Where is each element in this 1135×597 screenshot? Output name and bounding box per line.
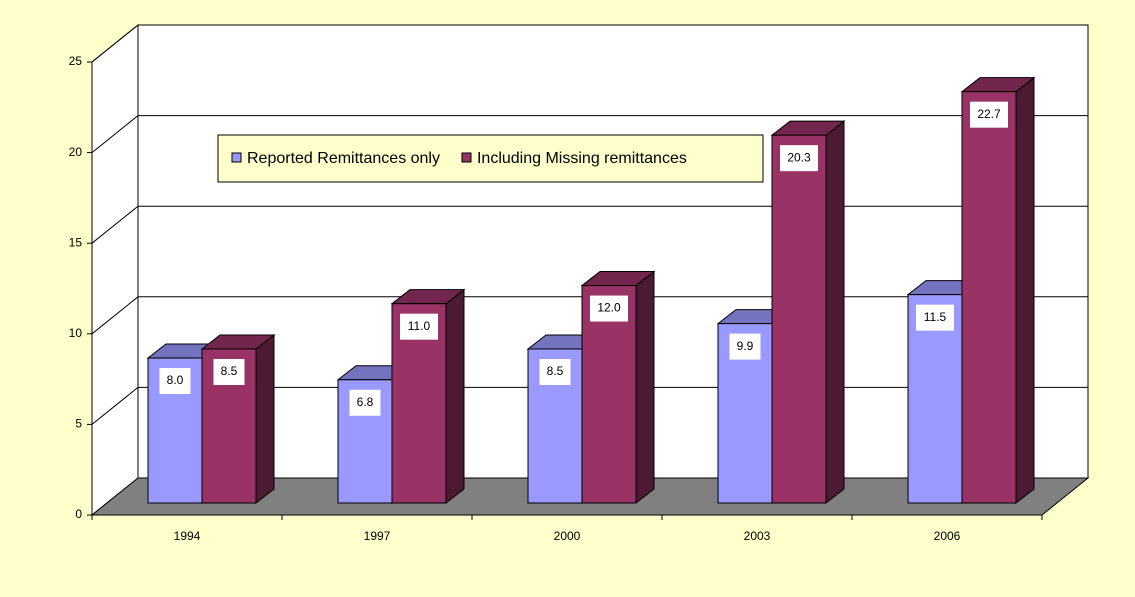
y-tick-label: 0	[75, 507, 82, 521]
bar-side	[445, 288, 465, 505]
value-label-box	[780, 145, 818, 172]
y-tick-label: 20	[69, 145, 83, 159]
y-tick-label: 10	[69, 326, 83, 340]
legend-label: Including Missing remittances	[477, 150, 687, 167]
bar-side	[635, 270, 655, 505]
value-label-box	[590, 295, 628, 322]
bar	[771, 134, 827, 504]
value-label: 22.7	[977, 107, 1001, 121]
value-label: 20.3	[787, 150, 811, 164]
legend-label: Reported Remittances only	[247, 150, 440, 167]
legend-box	[217, 134, 764, 183]
grid-line	[91, 24, 1088, 63]
x-tick-label: 2000	[554, 529, 581, 543]
grid-line	[91, 115, 1088, 153]
value-label: 11.5	[924, 310, 947, 324]
bar	[961, 91, 1017, 504]
bar-side	[825, 120, 845, 505]
value-label-box	[729, 333, 761, 360]
value-label-box	[159, 368, 191, 395]
value-label: 8.5	[221, 364, 238, 378]
value-label: 8.0	[167, 373, 184, 387]
y-tick-label: 25	[69, 54, 83, 68]
y-tick-label: 15	[69, 235, 83, 249]
value-label-box	[349, 389, 381, 416]
value-label: 8.5	[547, 364, 564, 378]
bar	[717, 323, 773, 504]
x-tick-label: 2003	[744, 529, 771, 543]
value-label-box	[970, 101, 1008, 128]
x-tick-label: 1994	[174, 529, 201, 543]
side-wall	[91, 23, 139, 517]
y-tick-label: 5	[75, 417, 82, 431]
value-label: 9.9	[737, 339, 754, 353]
legend-swatch	[461, 152, 472, 163]
value-label-box	[916, 304, 954, 331]
bar-side	[255, 333, 275, 505]
value-label: 6.8	[357, 395, 374, 409]
value-label: 11.0	[408, 319, 431, 333]
x-tick-label: 2006	[934, 529, 961, 543]
value-label-box	[539, 358, 571, 385]
bar-side	[1015, 76, 1035, 505]
grid-line	[91, 205, 1088, 244]
legend-swatch	[231, 152, 242, 163]
bar	[581, 285, 637, 504]
value-label-box	[213, 358, 245, 385]
value-label: 12.0	[597, 301, 621, 315]
legend: Reported Remittances only Including Missi…	[217, 134, 764, 183]
value-label-box	[400, 313, 438, 340]
x-tick-label: 1997	[364, 529, 391, 543]
grid-line	[91, 296, 1088, 335]
